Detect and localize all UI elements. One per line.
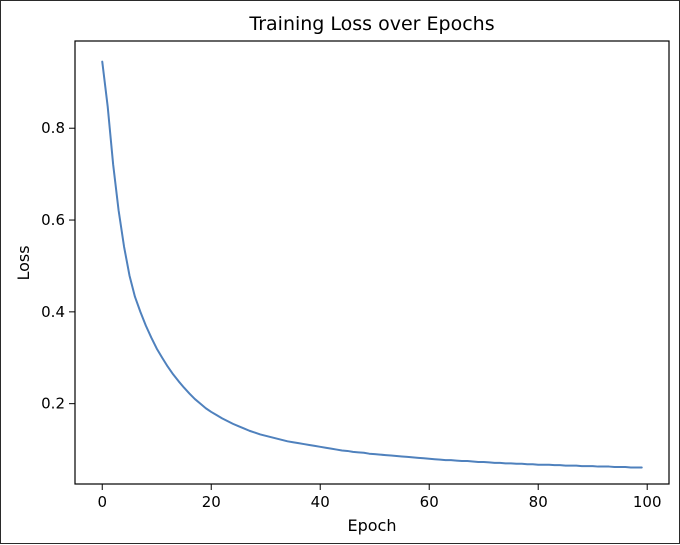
axis-ticks: 0 20 40 60 80 100 0.2 0.4 0.6 0.8 bbox=[41, 119, 661, 511]
x-tick-label: 40 bbox=[311, 493, 330, 511]
y-tick-label: 0.2 bbox=[41, 395, 65, 413]
plot-series bbox=[101, 60, 643, 469]
y-tick-label: 0.6 bbox=[41, 211, 65, 229]
x-tick-label: 100 bbox=[633, 493, 662, 511]
x-tick-label: 80 bbox=[529, 493, 548, 511]
chart-title: Training Loss over Epochs bbox=[248, 13, 494, 35]
plot-area-frame bbox=[74, 40, 670, 485]
y-tick-label: 0.8 bbox=[41, 119, 65, 137]
x-tick-label: 60 bbox=[420, 493, 439, 511]
y-tick-label: 0.4 bbox=[41, 303, 65, 321]
x-tick-label: 0 bbox=[97, 493, 107, 511]
x-tick-label: 20 bbox=[202, 493, 221, 511]
y-axis-label: Loss bbox=[14, 245, 33, 280]
loss-series-line bbox=[101, 60, 643, 469]
x-axis-label: Epoch bbox=[348, 516, 397, 535]
